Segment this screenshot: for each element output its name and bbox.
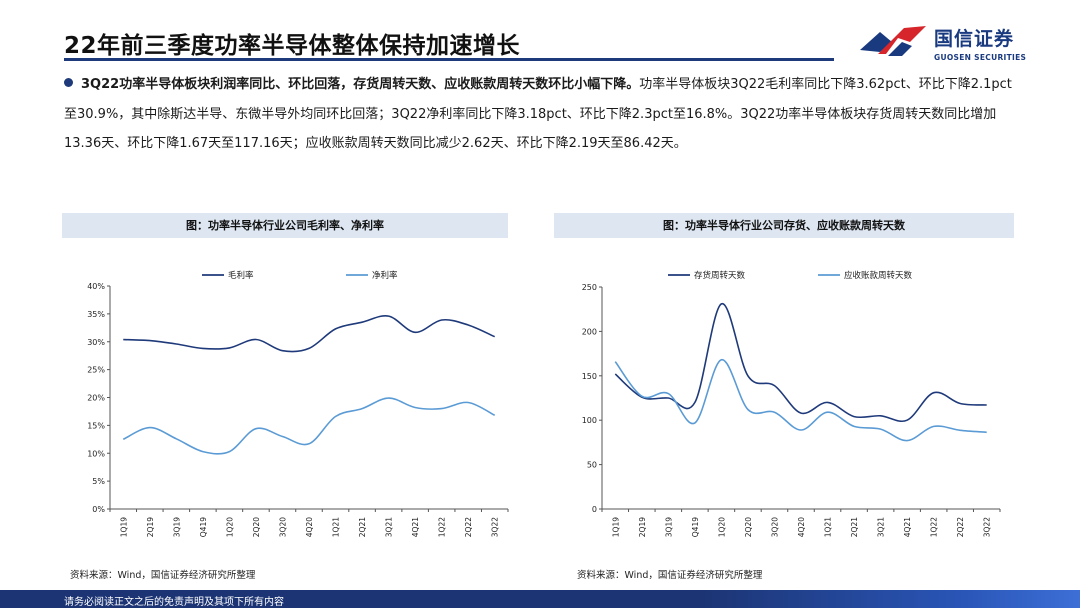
x-tick-label: 4Q20	[797, 517, 806, 537]
y-tick-label: 250	[582, 283, 597, 292]
y-tick-label: 10%	[87, 449, 105, 458]
x-tick-label: 2Q20	[252, 517, 261, 537]
series-line-1	[123, 314, 496, 353]
y-tick-label: 0%	[92, 505, 105, 514]
series-line-2	[614, 359, 987, 442]
logo-name-cn: 国信证券	[934, 28, 1015, 50]
legend-label-1: 毛利率	[228, 270, 254, 281]
y-tick-label: 5%	[92, 477, 105, 486]
x-tick-label: 1Q22	[930, 517, 939, 537]
turnover-chart: 0 50 100 150 200 250 1Q19 2Q19 3Q19 Q419 1Q20 2Q20 3…	[554, 258, 1016, 560]
legend-label-2: 应收账款周转天数	[844, 270, 913, 281]
footer-disclaimer: 请务必阅读正文之后的免责声明及其项下所有内容	[64, 597, 284, 608]
legend-label-2: 净利率	[372, 270, 398, 281]
chart-title-margins: 图：功率半导体行业公司毛利率、净利率	[62, 213, 508, 238]
legend-label-1: 存货周转天数	[694, 270, 746, 281]
x-tick-label: 2Q19	[638, 517, 647, 537]
source-note-left: 资料来源：Wind，国信证券经济研究所整理	[70, 570, 256, 581]
page-title: 22年前三季度功率半导体整体保持加速增长	[64, 33, 521, 59]
x-tick-label: 3Q22	[491, 517, 500, 537]
guosen-logo-icon	[860, 26, 926, 56]
series-line-2	[122, 397, 496, 455]
summary-lead: 3Q22功率半导体板块利润率同比、环比回落，存货周转天数、应收账款周转天数环比小…	[81, 77, 640, 92]
x-tick-label: 1Q19	[611, 517, 620, 537]
logo-name-en: GUOSEN SECURITIES	[934, 53, 1027, 62]
x-tick-label: 1Q19	[119, 517, 128, 537]
x-tick-label: Q419	[691, 517, 700, 537]
x-tick-label: 3Q19	[664, 517, 673, 537]
title-rule	[64, 58, 834, 61]
y-tick-label: 150	[582, 372, 597, 381]
y-tick-label: 15%	[87, 421, 105, 430]
y-tick-label: 20%	[87, 394, 105, 403]
y-tick-label: 25%	[87, 366, 105, 375]
source-note-right: 资料来源：Wind，国信证券经济研究所整理	[577, 570, 763, 581]
x-tick-label: 1Q22	[438, 517, 447, 537]
x-tick-label: 1Q21	[824, 517, 833, 537]
x-tick-label: 3Q20	[770, 517, 779, 537]
x-tick-label: 2Q21	[850, 517, 859, 537]
x-tick-label: 3Q20	[278, 517, 287, 537]
y-tick-label: 35%	[87, 310, 105, 319]
x-tick-label: 2Q20	[744, 517, 753, 537]
x-tick-label: 2Q22	[464, 517, 473, 537]
logo: 国信证券 GUOSEN SECURITIES	[858, 20, 1038, 64]
y-tick-label: 50	[587, 461, 597, 470]
x-tick-label: 1Q20	[225, 517, 234, 537]
x-tick-label: 1Q20	[717, 517, 726, 537]
y-tick-label: 0	[592, 505, 597, 514]
x-tick-label: 2Q22	[956, 517, 965, 537]
x-tick-label: 4Q21	[411, 517, 420, 537]
footer: 请务必阅读正文之后的免责声明及其项下所有内容	[0, 590, 1080, 608]
x-tick-label: 1Q21	[332, 517, 341, 537]
footer-accent	[700, 590, 1080, 608]
x-tick-label: 2Q21	[358, 517, 367, 537]
chart-title-turnover: 图：功率半导体行业公司存货、应收账款周转天数	[554, 213, 1014, 238]
x-tick-label: 3Q21	[877, 517, 886, 537]
summary-body: 功率半导体板块3Q22毛利率同比下降3.62pct、环比下降2.1pct至30.…	[64, 77, 1012, 151]
x-tick-label: 4Q21	[903, 517, 912, 537]
y-tick-label: 40%	[87, 282, 105, 291]
y-tick-label: 200	[582, 327, 597, 336]
margin-chart: 0% 5% 10% 15% 20% 25% 30% 35% 40% 1Q19 2Q19 3Q19 Q41…	[62, 258, 512, 560]
y-tick-label: 30%	[87, 338, 105, 347]
margin-chart-svg: 0% 5% 10% 15% 20% 25% 30% 35% 40% 1Q19 2Q19 3Q19 Q41…	[87, 270, 509, 537]
summary-paragraph: 3Q22功率半导体板块利润率同比、环比回落，存货周转天数、应收账款周转天数环比小…	[64, 70, 1024, 159]
x-tick-label: 3Q21	[385, 517, 394, 537]
x-tick-label: Q419	[199, 517, 208, 537]
x-tick-label: 3Q19	[172, 517, 181, 537]
bullet-icon	[64, 78, 73, 87]
header: 22年前三季度功率半导体整体保持加速增长 国信证券 GUOSEN SECURIT…	[0, 0, 1080, 64]
series-line-1	[614, 303, 987, 422]
x-tick-label: 3Q22	[983, 517, 992, 537]
x-tick-label: 4Q20	[305, 517, 314, 537]
y-tick-label: 100	[582, 416, 597, 425]
turnover-chart-svg: 0 50 100 150 200 250 1Q19 2Q19 3Q19 Q419 1Q20 2Q20 3…	[582, 270, 1001, 537]
x-tick-label: 2Q19	[146, 517, 155, 537]
